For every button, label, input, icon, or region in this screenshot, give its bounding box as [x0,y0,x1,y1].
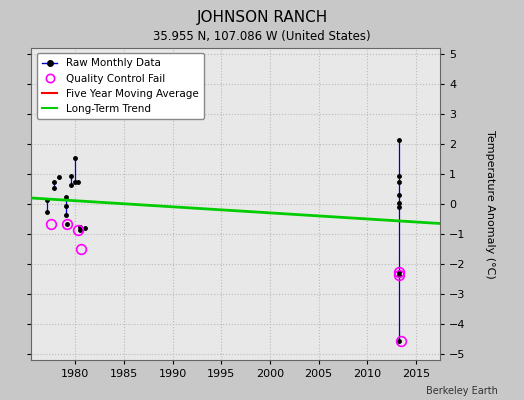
Text: 35.955 N, 107.086 W (United States): 35.955 N, 107.086 W (United States) [153,30,371,43]
Text: JOHNSON RANCH: JOHNSON RANCH [196,10,328,25]
Legend: Raw Monthly Data, Quality Control Fail, Five Year Moving Average, Long-Term Tren: Raw Monthly Data, Quality Control Fail, … [37,53,204,119]
Text: Berkeley Earth: Berkeley Earth [426,386,498,396]
Y-axis label: Temperature Anomaly (°C): Temperature Anomaly (°C) [485,130,495,278]
